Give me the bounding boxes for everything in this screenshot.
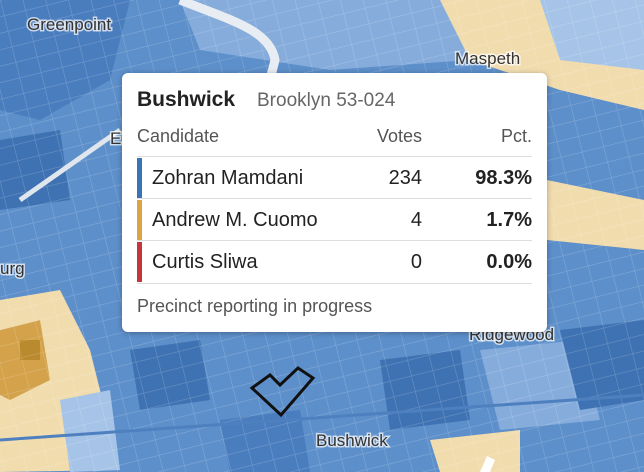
result-row: Andrew M. Cuomo 4 1.7%: [137, 198, 532, 241]
vote-count: 4: [410, 209, 422, 231]
place-label: Maspeth: [455, 49, 520, 68]
tooltip-subtitle: Brooklyn 53-024: [257, 90, 396, 111]
result-row: Curtis Sliwa 0 0.0%: [137, 240, 532, 283]
block: [480, 456, 495, 472]
place-label: Greenpoint: [27, 15, 111, 34]
highway: [178, 0, 280, 82]
place-label: E: [110, 129, 121, 148]
result-row: Zohran Mamdani 234 98.3%: [137, 156, 532, 199]
road: [0, 393, 644, 442]
precinct-outline: [249, 366, 316, 418]
column-header: Pct.: [500, 126, 532, 146]
column-header: Candidate: [137, 126, 220, 146]
highway: [18, 127, 122, 203]
column-header: Votes: [376, 126, 422, 146]
candidate-color: [137, 158, 142, 198]
tooltip-footer: Precinct reporting in progress: [137, 283, 532, 317]
vote-percent: 1.7%: [486, 209, 532, 231]
tooltip-title: Bushwick: [137, 88, 236, 111]
candidate-name: Andrew M. Cuomo: [152, 209, 318, 231]
vote-percent: 98.3%: [475, 167, 532, 189]
tooltip: Bushwick Brooklyn 53-024 Candidate Votes…: [122, 73, 547, 332]
candidate-name: Zohran Mamdani: [152, 167, 304, 189]
place-label: urg: [0, 259, 25, 278]
vote-count: 0: [410, 251, 422, 273]
vote-percent: 0.0%: [486, 251, 532, 273]
candidate-name: Curtis Sliwa: [152, 251, 258, 273]
vote-count: 234: [388, 167, 422, 189]
candidate-color: [137, 242, 142, 282]
candidate-color: [137, 200, 142, 240]
place-label: Bushwick: [316, 431, 388, 450]
